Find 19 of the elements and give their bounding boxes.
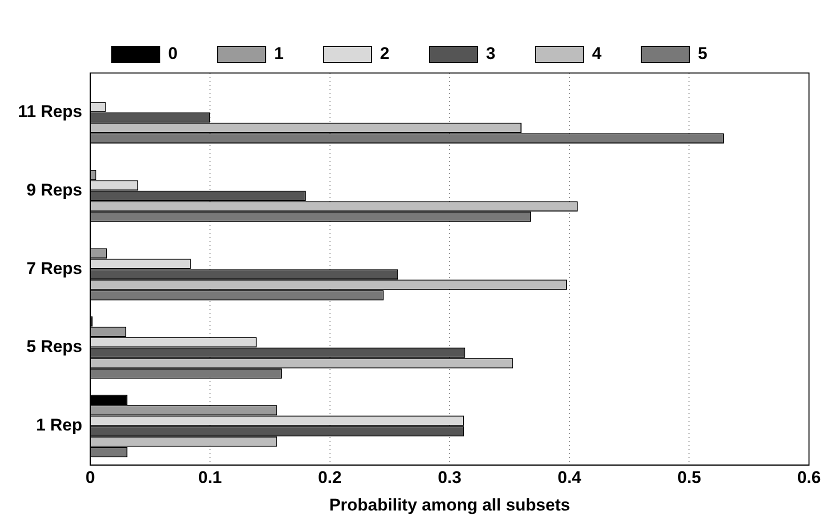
legend-label: 3: [486, 44, 496, 64]
legend-label: 4: [592, 44, 602, 64]
x-tick-label: 0.3: [438, 468, 462, 488]
legend-label: 0: [168, 44, 178, 64]
y-tick-label: 9 Reps: [26, 180, 82, 200]
x-tick-label: 0.2: [318, 468, 342, 488]
y-tick-label: 5 Reps: [26, 337, 82, 356]
y-tick-label: 1 Rep: [36, 416, 82, 435]
x-axis-title: Probability among all subsets: [329, 495, 570, 514]
x-tick-label: 0: [86, 468, 95, 488]
legend-label: 1: [274, 44, 284, 64]
legend-label: 5: [698, 44, 708, 64]
legend-label: 2: [380, 44, 390, 64]
x-tick-label: 0.1: [198, 468, 222, 488]
y-tick-label: 11 Reps: [18, 102, 82, 121]
x-tick-label: 0.4: [558, 468, 582, 488]
y-tick-label: 7 Reps: [26, 258, 82, 278]
x-tick-label: 0.6: [797, 468, 821, 488]
x-tick-label: 0.5: [677, 468, 702, 488]
